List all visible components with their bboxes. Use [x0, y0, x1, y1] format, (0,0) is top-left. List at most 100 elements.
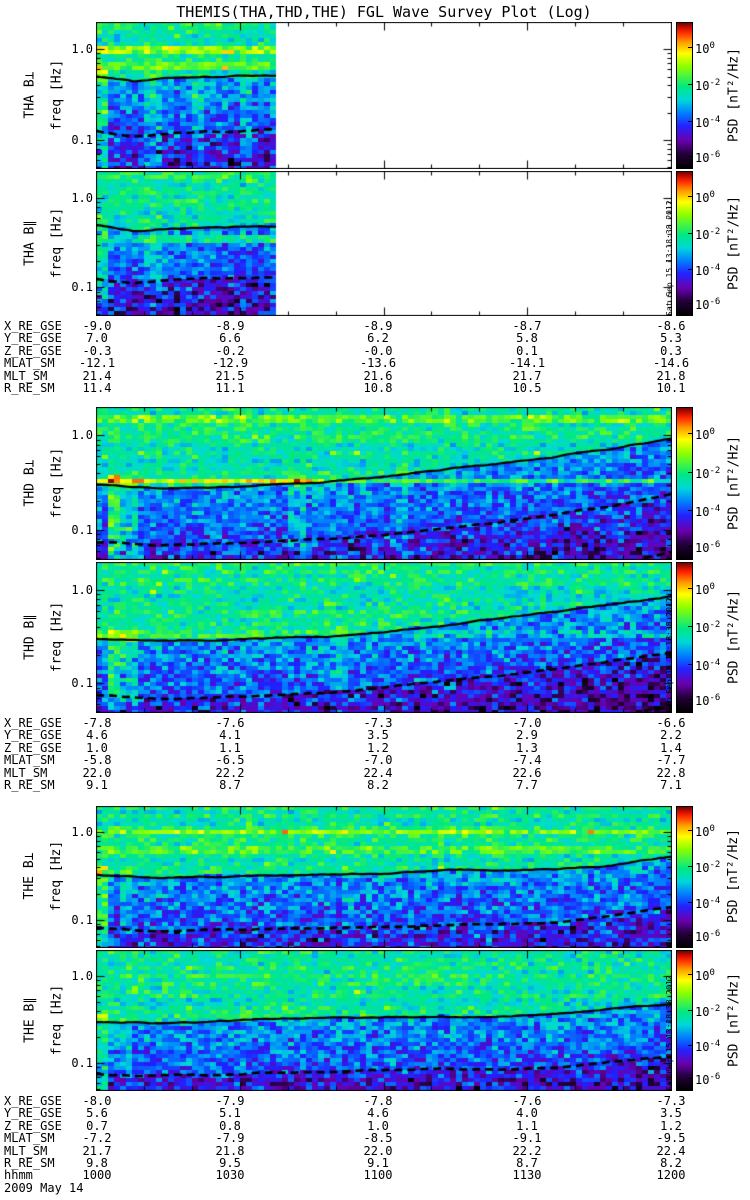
ephemeris-value: -13.6	[359, 356, 397, 371]
ephemeris-row-label: R_RE_SM	[4, 1156, 55, 1170]
colorbar-tick-base: 10	[695, 930, 710, 945]
ephemeris-value: 22.2	[512, 1143, 542, 1158]
colorbar-axis-label: PSD [nT²/Hz]	[726, 47, 741, 142]
ephemeris-value: 21.4	[82, 368, 112, 383]
time-tick-label: 1200	[656, 1168, 686, 1183]
colorbar-tick-exponent: 0	[709, 189, 715, 200]
colorbar-tick-label: 100	[695, 967, 715, 983]
colorbar-tick-exponent: -4	[709, 504, 721, 515]
colorbar-tha-bpar	[676, 171, 693, 316]
ephemeris-value: 3.5	[367, 728, 389, 743]
time-tick-label: 1100	[363, 1168, 393, 1183]
spectrogram-thd-bperp	[96, 407, 672, 560]
colorbar-tick-label: 10-6	[695, 928, 720, 944]
colorbar-tick-mark	[688, 84, 692, 85]
ytick-label-01hz: 0.1	[71, 522, 93, 537]
colorbar-tick-base: 10	[695, 658, 710, 673]
ephemeris-value: 1.0	[367, 1118, 389, 1133]
colorbar-tick-mark	[688, 510, 692, 511]
ephemeris-value: -9.0	[82, 319, 112, 333]
colorbar-tick-label: 10-6	[695, 149, 720, 165]
ephemeris-value: 22.2	[215, 765, 245, 780]
ephemeris-value: 6.2	[367, 331, 389, 346]
ephemeris-value: 1.3	[516, 740, 538, 755]
ephemeris-row-label: Z_RE_GSE	[4, 740, 62, 755]
ytick-label-1hz: 1.0	[71, 825, 93, 840]
ephemeris-value: -7.6	[512, 1094, 542, 1108]
ephemeris-value: 6.6	[219, 331, 241, 346]
colorbar-tick-exponent: -4	[709, 895, 721, 906]
ephemeris-value: -0.2	[215, 343, 245, 358]
colorbar-tick-exponent: 0	[709, 40, 715, 51]
colorbar-tick-base: 10	[695, 263, 710, 278]
ephemeris-value: -8.5	[363, 1131, 393, 1146]
colorbar-tick-base: 10	[695, 621, 710, 636]
spectrogram-canvas-the-bperp	[96, 806, 672, 948]
colorbar-tick-base: 10	[695, 505, 710, 520]
colorbar-tick-label: 10-6	[695, 539, 720, 555]
colorbar-tick-mark	[688, 269, 692, 270]
colorbar-tha-bperp	[676, 22, 693, 169]
colorbar-tick-exponent: 0	[709, 427, 715, 437]
colorbar-tick-mark	[688, 974, 692, 975]
ephemeris-value: -7.6	[215, 716, 245, 730]
colorbar-tick-base: 10	[695, 1073, 710, 1088]
ephemeris-value: 3.5	[660, 1106, 682, 1121]
colorbar-tick-mark	[688, 1010, 692, 1011]
ephemeris-value: 4.6	[367, 1106, 389, 1121]
ephemeris-value: -7.3	[363, 716, 393, 730]
colorbar-tick-exponent: -4	[709, 1039, 721, 1050]
colorbar-tick-base: 10	[695, 116, 710, 131]
ephemeris-value: 4.1	[219, 728, 241, 743]
ephemeris-row-label: Y_RE_GSE	[4, 1106, 62, 1121]
ephemeris-row-label: Z_RE_GSE	[4, 1118, 62, 1133]
colorbar-the-bperp	[676, 806, 693, 948]
colorbar-tick-label: 10-2	[695, 77, 720, 93]
ephemeris-value: -7.2	[82, 1131, 112, 1146]
ephemeris-value: 7.1	[660, 778, 682, 792]
colorbar-tick-mark	[688, 664, 692, 665]
colorbar-tick-exponent: 0	[709, 581, 715, 592]
ephemeris-value: -8.9	[363, 319, 393, 333]
ephemeris-value: -7.0	[512, 716, 542, 730]
spectrogram-canvas-tha-bpar	[96, 171, 672, 316]
colorbar-tick-exponent: -4	[709, 262, 721, 273]
colorbar-tick-label: 10-4	[695, 1038, 720, 1054]
colorbar-tick-base: 10	[695, 79, 710, 94]
colorbar-tick-mark	[688, 866, 692, 867]
colorbar-tick-label: 100	[695, 823, 715, 839]
ephemeris-value: 1.0	[86, 740, 108, 755]
time-tick-label: 1130	[512, 1168, 542, 1183]
spectrogram-the-bpar	[96, 950, 672, 1091]
colorbar-tick-mark	[688, 47, 692, 48]
ytick-label-01hz: 0.1	[71, 280, 93, 295]
creation-timestamp: Sat Sep 15 13:18:38 2012	[664, 596, 674, 713]
colorbar-tick-label: 10-4	[695, 262, 720, 278]
ytick-label-01hz: 0.1	[71, 1056, 93, 1071]
ephemeris-row-label: MLAT_SM	[4, 753, 55, 768]
ylabel-probe-the-bperp: THE B⊥	[22, 852, 37, 900]
colorbar-tick-base: 10	[695, 1004, 710, 1019]
colorbar-tick-exponent: 0	[709, 824, 715, 835]
ephemeris-value: -7.8	[82, 716, 112, 730]
ephemeris-value: -12.9	[211, 356, 249, 371]
colorbar-tick-exponent: -2	[709, 78, 721, 89]
colorbar-tick-exponent: -6	[709, 540, 721, 551]
ephemeris-value: 8.2	[660, 1156, 682, 1170]
colorbar-axis-label: PSD [nT²/Hz]	[726, 435, 741, 530]
ytick-label-1hz: 1.0	[71, 190, 93, 205]
time-tick-label: 1030	[215, 1168, 245, 1183]
ytick-label-01hz: 0.1	[71, 676, 93, 691]
ephemeris-row-label: Z_RE_GSE	[4, 343, 62, 358]
colorbar-tick-mark	[688, 1045, 692, 1046]
ephemeris-value: -7.0	[363, 753, 393, 768]
colorbar-tick-base: 10	[695, 297, 710, 312]
ephemeris-value: -0.0	[363, 343, 393, 358]
colorbar-tick-label: 10-6	[695, 1071, 720, 1087]
ephemeris-value: -7.3	[656, 1094, 686, 1108]
colorbar-tick-exponent: -6	[709, 149, 721, 160]
ytick-label-01hz: 0.1	[71, 133, 93, 148]
spectrogram-thd-bpar	[96, 562, 672, 713]
ephemeris-value: 9.8	[86, 1156, 108, 1170]
